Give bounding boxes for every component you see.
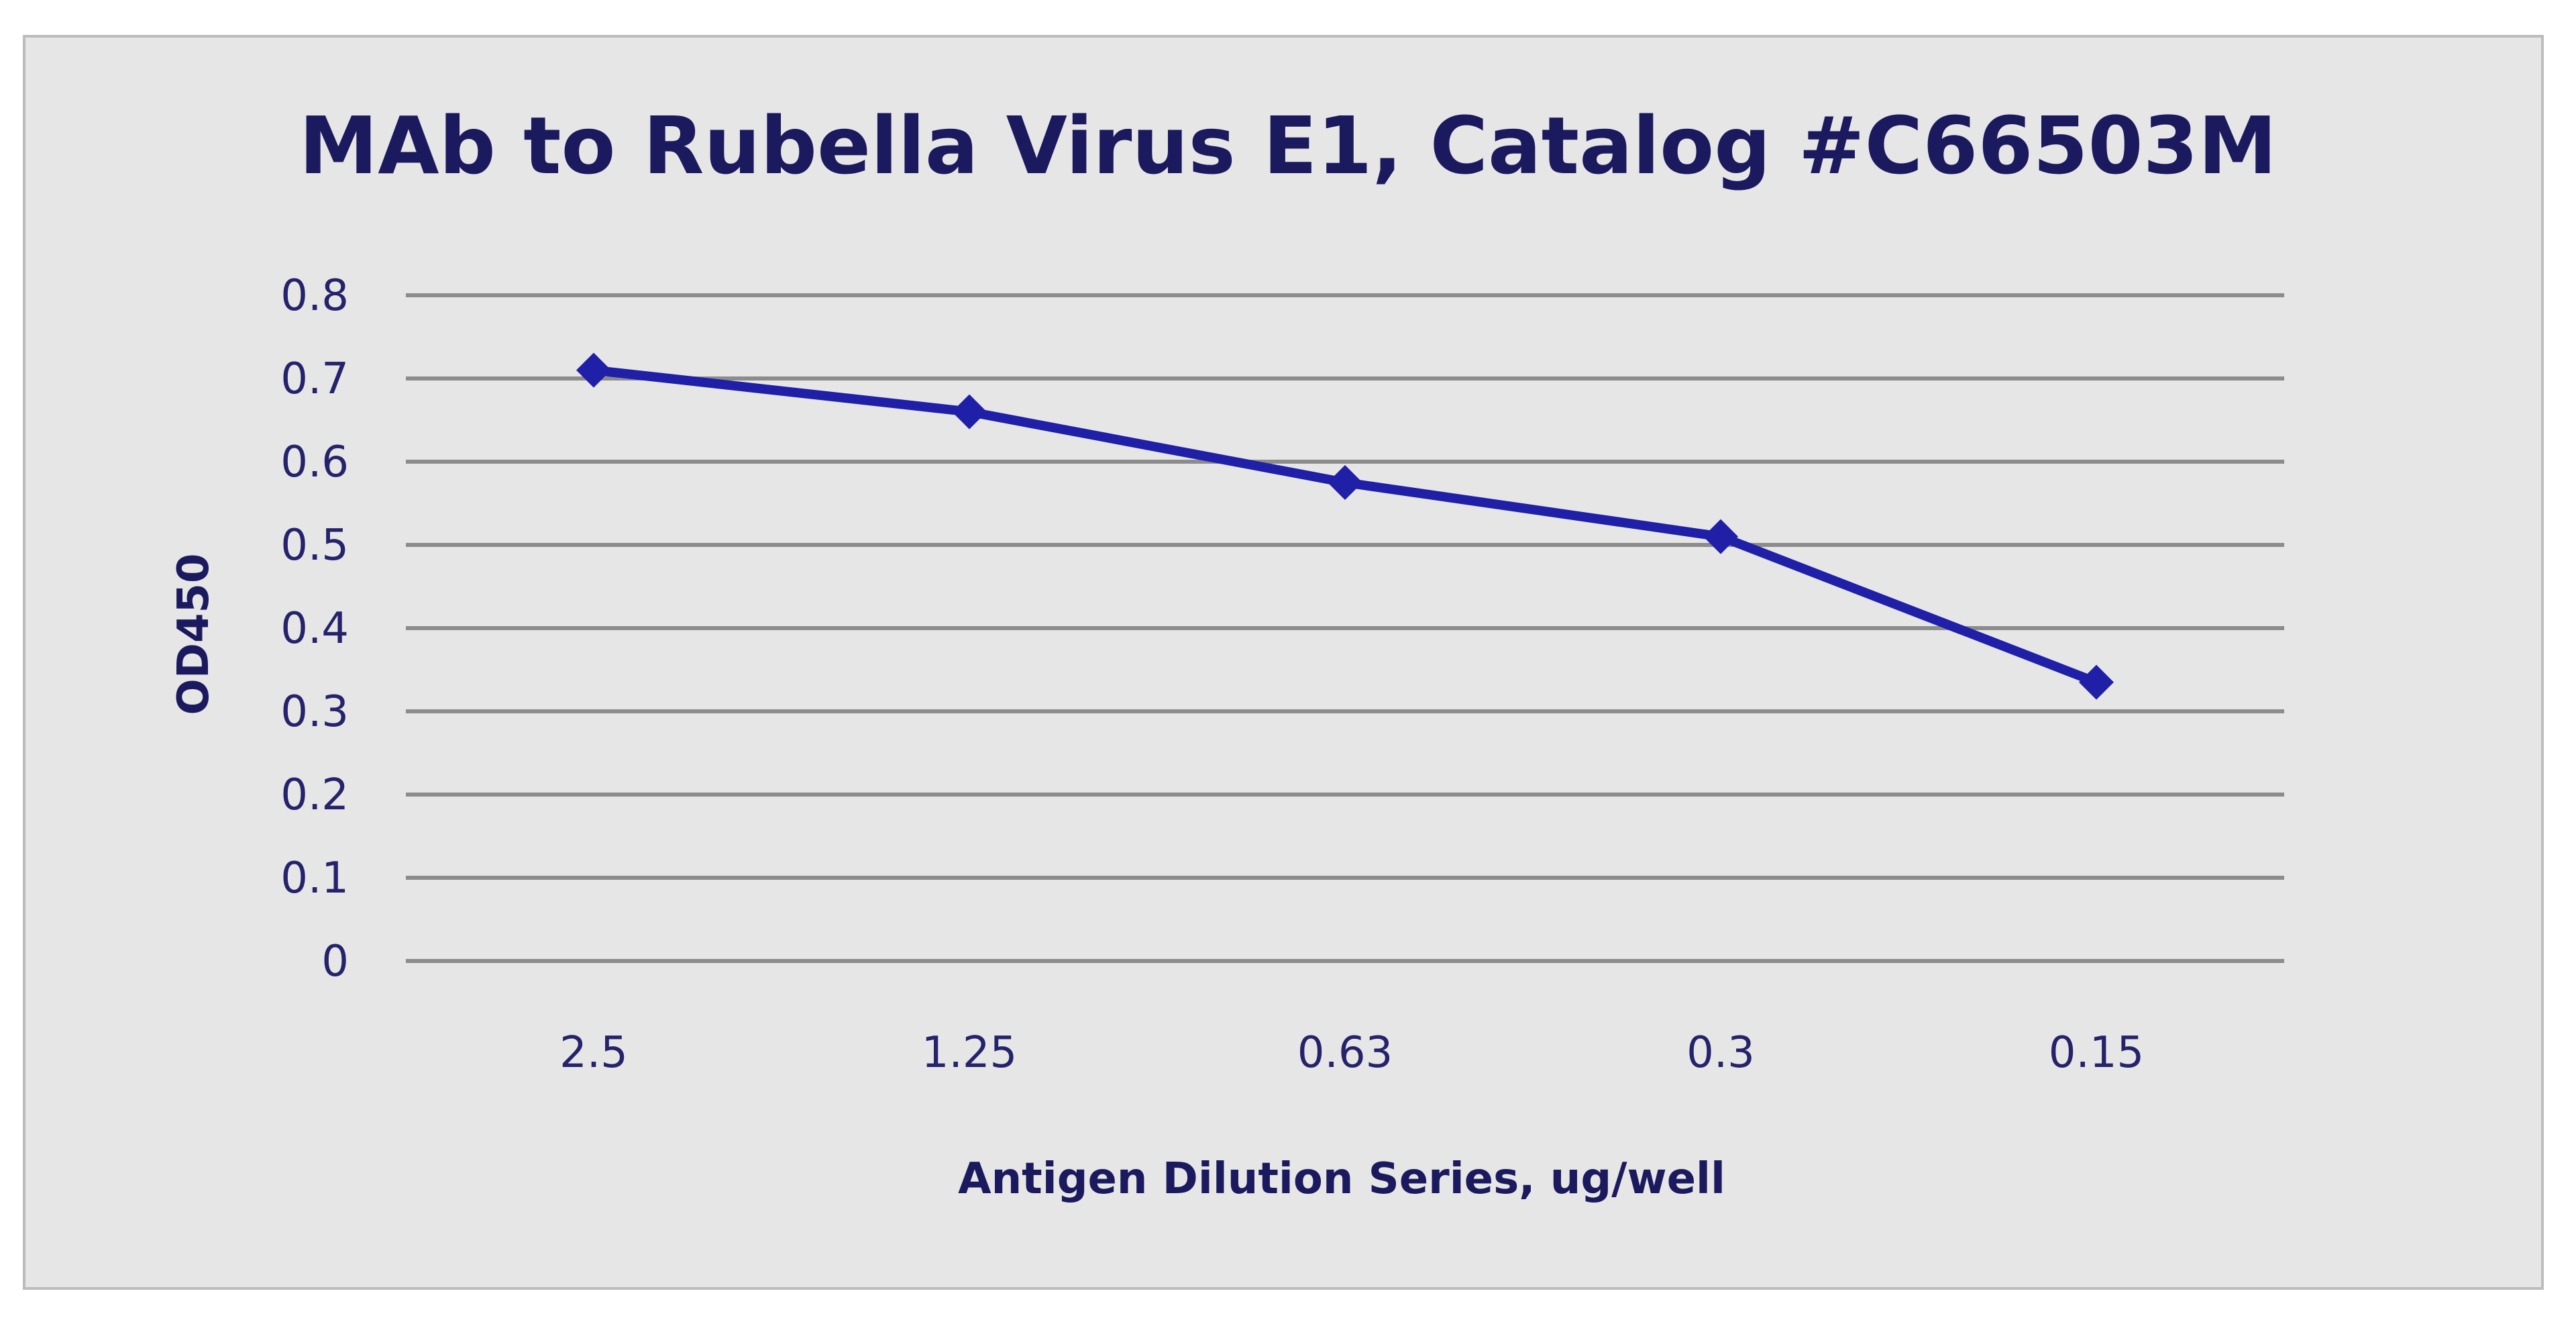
y-tick-label: 0.7	[280, 354, 349, 404]
x-tick-label: 0.15	[2049, 1028, 2145, 1078]
x-tick-labels: 2.5 1.25 0.63 0.3 0.15	[559, 1028, 2144, 1078]
x-tick-label: 0.63	[1297, 1028, 1393, 1078]
y-axis-label: OD450	[169, 553, 219, 715]
data-point-marker	[576, 352, 611, 388]
chart-frame	[23, 35, 2544, 1290]
data-point-marker	[2079, 664, 2114, 700]
x-tick-label: 2.5	[559, 1028, 628, 1078]
y-tick-label: 0.6	[280, 438, 349, 487]
y-tick-label: 0.8	[280, 271, 349, 321]
y-tick-label: 0.3	[280, 687, 349, 737]
data-point-marker	[952, 394, 987, 429]
y-tick-label: 0.4	[280, 604, 349, 654]
data-point-marker	[1703, 519, 1738, 554]
y-tick-label: 0.2	[280, 770, 349, 820]
series-od450	[576, 352, 2114, 700]
grid-lines	[406, 293, 2284, 963]
y-tick-label: 0.1	[280, 854, 349, 903]
data-point-marker	[1328, 465, 1362, 500]
x-tick-label: 0.3	[1686, 1028, 1755, 1078]
y-tick-label: 0.5	[280, 521, 349, 570]
y-tick-labels: 0 0.1 0.2 0.3 0.4 0.5 0.6 0.7 0.8	[280, 271, 349, 986]
chart-title: MAb to Rubella Virus E1, Catalog #C66503…	[299, 99, 2277, 192]
series-line	[589, 365, 2101, 687]
y-tick-label: 0	[321, 937, 349, 986]
x-tick-label: 1.25	[922, 1028, 1018, 1078]
x-axis-label: Antigen Dilution Series, ug/well	[958, 1154, 1725, 1204]
